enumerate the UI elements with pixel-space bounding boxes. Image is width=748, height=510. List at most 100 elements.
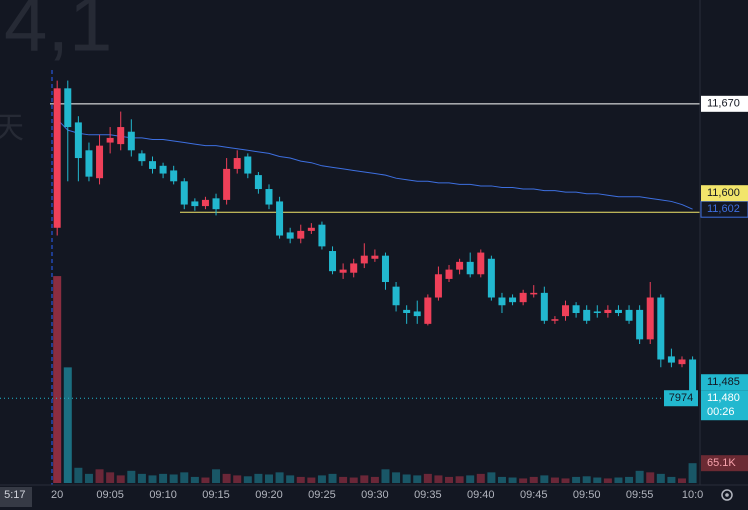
volume-layer: [53, 276, 697, 483]
candle-body: [498, 297, 506, 306]
price-line-label: 11,670: [707, 98, 740, 110]
volume-bar: [328, 473, 337, 483]
candle-body: [350, 263, 358, 273]
candle-body: [85, 150, 93, 177]
volume-bar: [540, 475, 549, 483]
volume-bar: [264, 474, 273, 483]
candle-body: [583, 309, 591, 321]
volume-bar: [445, 476, 454, 483]
x-tick-label: 09:35: [414, 489, 442, 501]
candle-body: [540, 292, 548, 321]
candle-body: [244, 156, 252, 174]
candle-body: [413, 311, 421, 317]
volume-bar: [402, 474, 411, 483]
candle-body: [509, 297, 517, 303]
volume-bar: [360, 475, 369, 483]
candle-body: [127, 131, 135, 151]
volume-bar: [508, 477, 517, 483]
volume-bar: [413, 475, 422, 483]
volume-bar: [127, 470, 136, 483]
x-tick-label: 09:25: [308, 489, 336, 501]
x-tick-label: 09:45: [520, 489, 548, 501]
x-tick-label: 09:15: [202, 489, 230, 501]
candle-body: [170, 170, 178, 182]
candle-body: [667, 356, 675, 363]
x-tick-label: 10:0: [682, 489, 703, 501]
volume-bar: [349, 477, 358, 483]
candle-body: [403, 309, 411, 314]
volume-bar: [434, 475, 443, 483]
vwap-label: 11,602: [707, 203, 740, 215]
candle-body: [318, 224, 326, 247]
candle-body: [392, 286, 400, 306]
plot-layer: [0, 80, 700, 402]
candle-body: [148, 161, 156, 169]
volume-bar: [667, 476, 676, 483]
x-tick-label: 09:40: [467, 489, 495, 501]
candle-body: [106, 137, 114, 143]
volume-bar: [180, 472, 189, 483]
volume-bar: [53, 276, 62, 483]
x-tick-label: 09:50: [573, 489, 601, 501]
marker-price-label: 11,485: [707, 376, 740, 388]
candle-body: [64, 88, 72, 128]
volume-bar: [190, 476, 199, 483]
candle-body: [201, 199, 209, 207]
candle-body: [636, 309, 644, 340]
settings-icon[interactable]: [721, 489, 733, 501]
candle-body: [572, 305, 580, 314]
candle-body: [519, 292, 527, 303]
candle-body: [371, 255, 379, 259]
candle-body: [223, 168, 231, 200]
price-line-label: 11,600: [707, 187, 740, 199]
candle-body: [286, 232, 294, 239]
x-tick-label: 09:55: [626, 489, 654, 501]
candle-body: [434, 274, 442, 298]
candle-body: [339, 269, 347, 273]
volume-bar: [275, 472, 284, 483]
volume-bar: [74, 467, 83, 483]
volume-bar: [677, 478, 686, 483]
candle-body: [551, 319, 559, 321]
candle-body: [254, 175, 262, 190]
volume-bar: [582, 476, 591, 483]
vwap-line: [56, 118, 693, 210]
last-price-tag-box: [664, 390, 698, 407]
volume-bar: [233, 475, 242, 483]
volume-bar: [635, 470, 644, 483]
volume-bar: [307, 477, 316, 483]
candle-body: [117, 127, 125, 145]
candle-body: [424, 297, 432, 324]
candle-body: [678, 359, 686, 365]
candle-body: [689, 359, 697, 399]
volume-bar: [603, 478, 612, 483]
candle-body: [562, 305, 570, 317]
volume-bar: [116, 475, 125, 483]
volume-bar: [84, 473, 93, 483]
price-line-label-box: [701, 185, 748, 202]
last-price-label-countdown: 00:26: [707, 406, 735, 418]
volume-bar: [148, 475, 157, 483]
volume-bar: [614, 477, 623, 483]
candle-body: [297, 230, 305, 239]
candle-body: [53, 88, 61, 228]
x-tick-label: 5:17: [4, 489, 25, 501]
settings-icon-dot[interactable]: [725, 493, 729, 497]
last-price-label-box: [701, 390, 748, 421]
candle-body: [191, 201, 199, 207]
settings-button[interactable]: [721, 489, 733, 501]
candle-body: [625, 309, 633, 321]
x-tick-label: 20: [51, 489, 63, 501]
volume-bar: [137, 473, 146, 483]
x-tick-label: 09:20: [255, 489, 283, 501]
volume-bar: [656, 473, 665, 483]
volume-bar: [392, 472, 401, 483]
volume-bar: [476, 473, 485, 483]
candle-body: [646, 297, 654, 340]
volume-bar: [159, 473, 168, 483]
volume-bar: [339, 476, 348, 483]
volume-bar: [487, 472, 496, 483]
volume-bar: [561, 478, 570, 483]
